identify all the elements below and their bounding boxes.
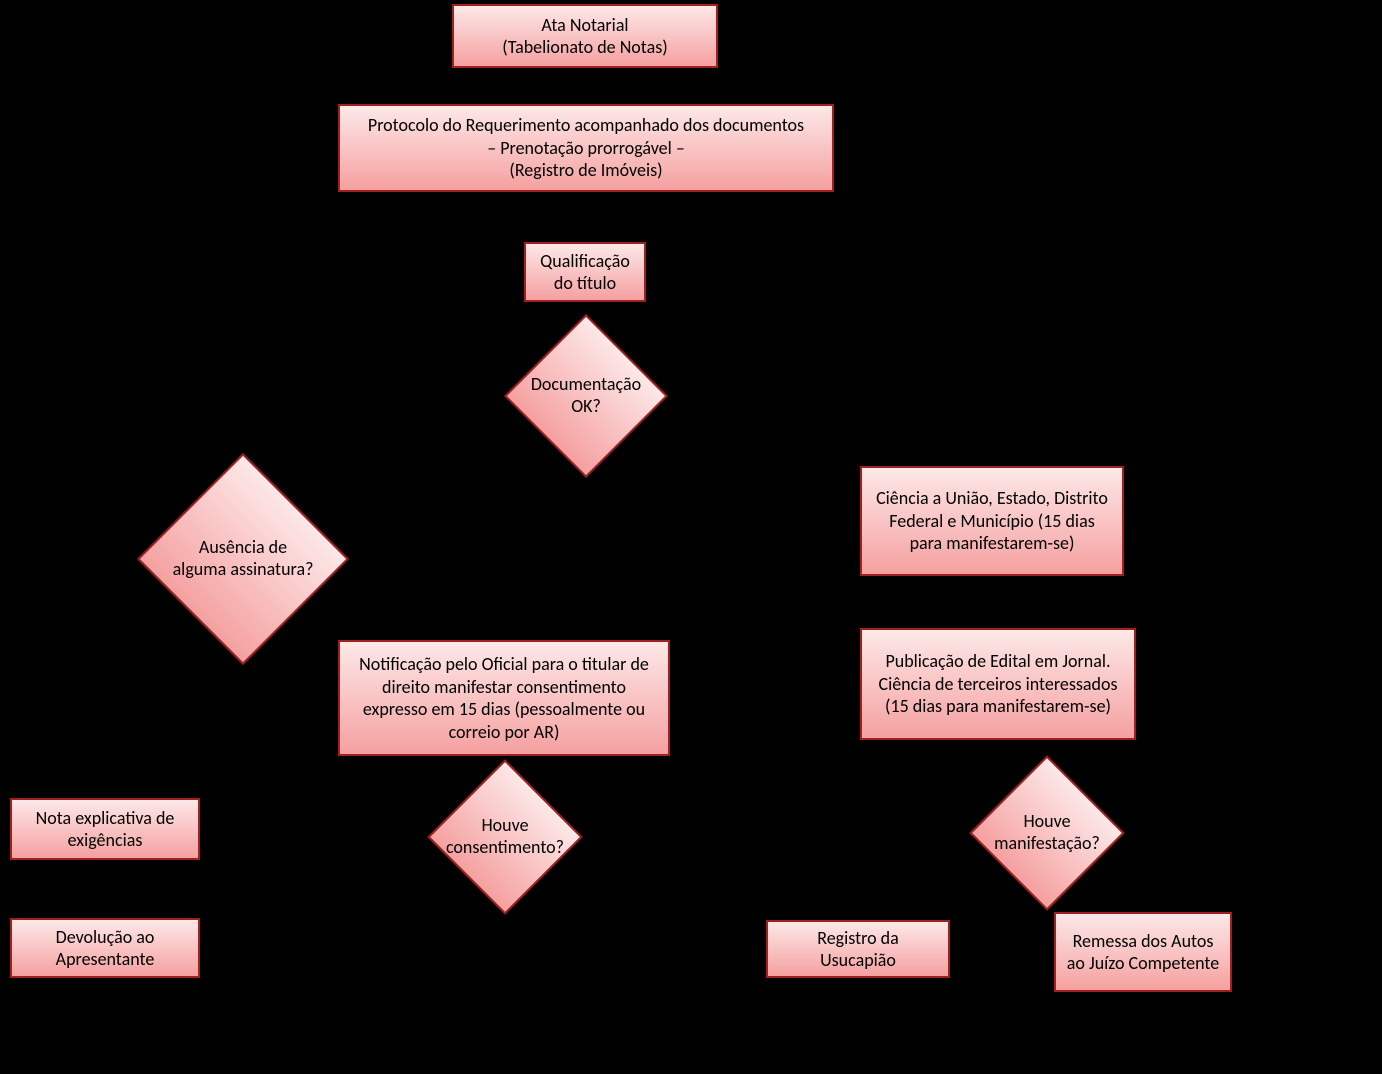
- node-notificacao-oficial: Notificação pelo Oficial para o titular …: [338, 640, 670, 756]
- node-ata-notarial: Ata Notarial(Tabelionato de Notas): [452, 4, 718, 68]
- node-nota-explicativa: Nota explicativa de exigências: [10, 798, 200, 860]
- node-ausencia-assinatura: Ausência dealguma assinatura?: [168, 484, 318, 634]
- node-houve-consentimento: Houveconsentimento?: [450, 782, 560, 892]
- diamond-label-wrap: Houvemanifestação?: [959, 745, 1135, 921]
- node-registro-usucapiao: Registro da Usucapião: [766, 920, 950, 978]
- diamond-label-wrap: DocumentaçãoOK?: [493, 303, 679, 489]
- node-text: Publicação de Edital em Jornal. Ciência …: [872, 650, 1124, 718]
- node-protocolo: Protocolo do Requerimento acompanhado do…: [338, 104, 834, 192]
- node-qualificacao: Qualificaçãodo título: [524, 242, 646, 302]
- node-documentacao-ok: DocumentaçãoOK?: [528, 338, 644, 454]
- node-text: Houveconsentimento?: [446, 815, 564, 858]
- node-text: Nota explicativa de exigências: [22, 807, 188, 852]
- node-text: Remessa dos Autos ao Juízo Competente: [1066, 930, 1220, 975]
- diamond-label-wrap: Ausência dealguma assinatura?: [123, 439, 363, 679]
- node-text: Notificação pelo Oficial para o titular …: [350, 653, 658, 743]
- node-remessa-autos: Remessa dos Autos ao Juízo Competente: [1054, 912, 1232, 992]
- node-text: Registro da Usucapião: [778, 927, 938, 972]
- diamond-label-wrap: Houveconsentimento?: [417, 749, 593, 925]
- node-text: Protocolo do Requerimento acompanhado do…: [368, 114, 804, 182]
- node-publicacao-edital: Publicação de Edital em Jornal. Ciência …: [860, 628, 1136, 740]
- node-devolucao: Devolução ao Apresentante: [10, 918, 200, 978]
- node-text: Houvemanifestação?: [994, 811, 1100, 854]
- node-text: Ata Notarial(Tabelionato de Notas): [502, 14, 667, 59]
- node-text: Qualificaçãodo título: [540, 250, 630, 295]
- node-text: Ciência a União, Estado, Distrito Federa…: [872, 487, 1112, 555]
- node-houve-manifestacao: Houvemanifestação?: [992, 778, 1102, 888]
- node-text: DocumentaçãoOK?: [531, 374, 641, 417]
- node-text: Ausência dealguma assinatura?: [173, 537, 314, 580]
- node-text: Devolução ao Apresentante: [22, 926, 188, 971]
- node-ciencia-uniao: Ciência a União, Estado, Distrito Federa…: [860, 466, 1124, 576]
